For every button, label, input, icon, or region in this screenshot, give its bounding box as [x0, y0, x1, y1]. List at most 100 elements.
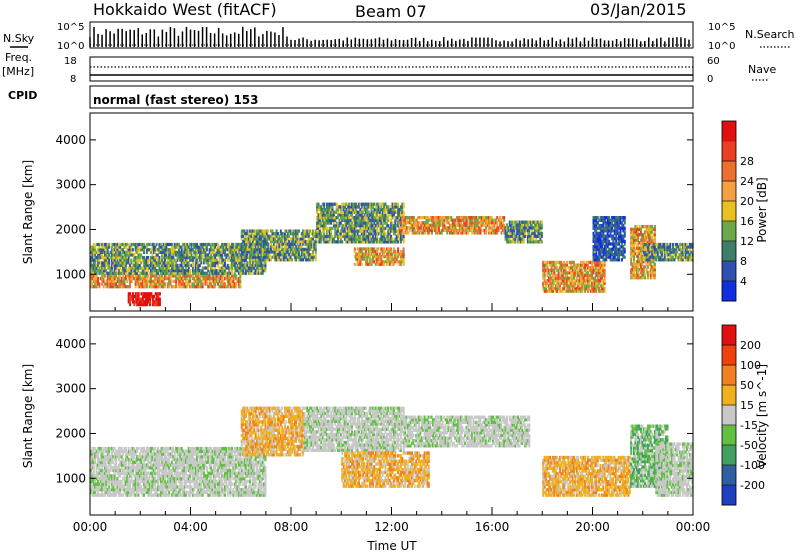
- echo-cell: [183, 248, 186, 252]
- echo-cell: [572, 286, 575, 291]
- echo-cell: [233, 285, 236, 289]
- echo-cell: [596, 266, 599, 270]
- echo-cell: [373, 226, 376, 231]
- echo-cell: [123, 282, 126, 286]
- echo-cell: [428, 226, 431, 230]
- echo-cell: [210, 282, 213, 286]
- echo-cell: [148, 297, 152, 301]
- echo-cell: [363, 221, 366, 225]
- echo-cell: [313, 242, 316, 246]
- echo-cell: [291, 237, 293, 241]
- echo-cell: [605, 223, 608, 228]
- echo-cell: [619, 221, 622, 225]
- echo-cell: [244, 237, 247, 241]
- echo-cell: [591, 289, 594, 293]
- echo-cell: [144, 266, 147, 270]
- echo-cell: [218, 250, 221, 254]
- echo-cell: [275, 239, 278, 244]
- echo-cell: [261, 271, 264, 275]
- echo-cell: [161, 261, 164, 265]
- echo-cell: [401, 257, 404, 261]
- echo-cell: [492, 226, 495, 230]
- echo-cell: [616, 250, 619, 254]
- echo-cell: [261, 239, 264, 244]
- echo-cell: [152, 258, 155, 262]
- echo-cell: [261, 269, 264, 273]
- echo-cell: [127, 271, 130, 275]
- echo-cell: [137, 300, 140, 304]
- echo-cell: [256, 271, 259, 275]
- echo-cell: [519, 240, 522, 244]
- echo-cell: [471, 226, 474, 230]
- echo-cell: [124, 274, 127, 278]
- echo-cell: [436, 221, 439, 225]
- echo-cell: [582, 276, 585, 280]
- echo-cell: [637, 251, 640, 256]
- echo-cell: [324, 210, 327, 214]
- echo-cell: [134, 271, 137, 275]
- echo-cell: [526, 231, 529, 236]
- echo-cell: [353, 229, 356, 233]
- echo-cell: [119, 248, 122, 252]
- echo-cell: [649, 235, 652, 240]
- echo-cell: [228, 271, 231, 275]
- echo-cell: [323, 226, 326, 231]
- echo-cell: [487, 221, 490, 225]
- echo-cell: [437, 221, 440, 225]
- echo-cell: [187, 263, 190, 268]
- echo-cell: [646, 276, 649, 280]
- echo-cell: [356, 210, 359, 214]
- echo-cell: [613, 252, 616, 257]
- echo-cell: [106, 255, 109, 260]
- echo-cell: [289, 229, 292, 233]
- echo-cell: [314, 234, 317, 238]
- echo-cell: [300, 237, 303, 241]
- echo-cell: [103, 258, 106, 262]
- echo-cell: [239, 274, 242, 278]
- echo-cell: [299, 242, 302, 246]
- echo-cell: [324, 234, 327, 239]
- echo-cell: [277, 239, 280, 244]
- echo-cell: [173, 258, 176, 262]
- echo-cell: [642, 235, 645, 240]
- echo-cell: [378, 224, 381, 228]
- echo-cell: [138, 248, 141, 252]
- echo-cell: [235, 285, 238, 289]
- echo-cell: [632, 270, 635, 274]
- echo-cell: [359, 252, 362, 256]
- echo-cell: [296, 234, 299, 238]
- echo-cell: [639, 251, 642, 256]
- echo-cell: [172, 271, 175, 275]
- echo-cell: [137, 282, 140, 286]
- echo-cell: [98, 261, 101, 265]
- echo-cell: [370, 232, 373, 236]
- echo-cell: [117, 282, 120, 286]
- echo-cell: [95, 274, 98, 278]
- echo-cell: [145, 282, 148, 286]
- echo-cell: [218, 274, 221, 278]
- echo-cell: [598, 245, 601, 249]
- echo-cell: [146, 294, 149, 299]
- echo-cell: [465, 216, 468, 220]
- echo-cell: [410, 218, 413, 222]
- echo-cell: [168, 253, 171, 257]
- echo-cell: [613, 237, 616, 241]
- echo-cell: [170, 248, 173, 252]
- echo-cell: [124, 245, 127, 249]
- echo-cell: [483, 223, 486, 227]
- echo-cell: [236, 263, 239, 268]
- echo-cell: [190, 285, 193, 289]
- echo-cell: [344, 232, 347, 236]
- echo-cell: [126, 248, 129, 252]
- echo-cell: [595, 216, 598, 220]
- echo-cell: [115, 285, 118, 289]
- echo-cell: [546, 271, 549, 275]
- echo-cell: [152, 242, 155, 247]
- echo-cell: [256, 252, 259, 257]
- echo-cell: [143, 285, 146, 289]
- echo-cell: [279, 237, 282, 241]
- echo-cell: [242, 250, 245, 254]
- echo-cell: [453, 218, 456, 222]
- echo-cell: [221, 279, 224, 283]
- echo-cell: [395, 234, 398, 239]
